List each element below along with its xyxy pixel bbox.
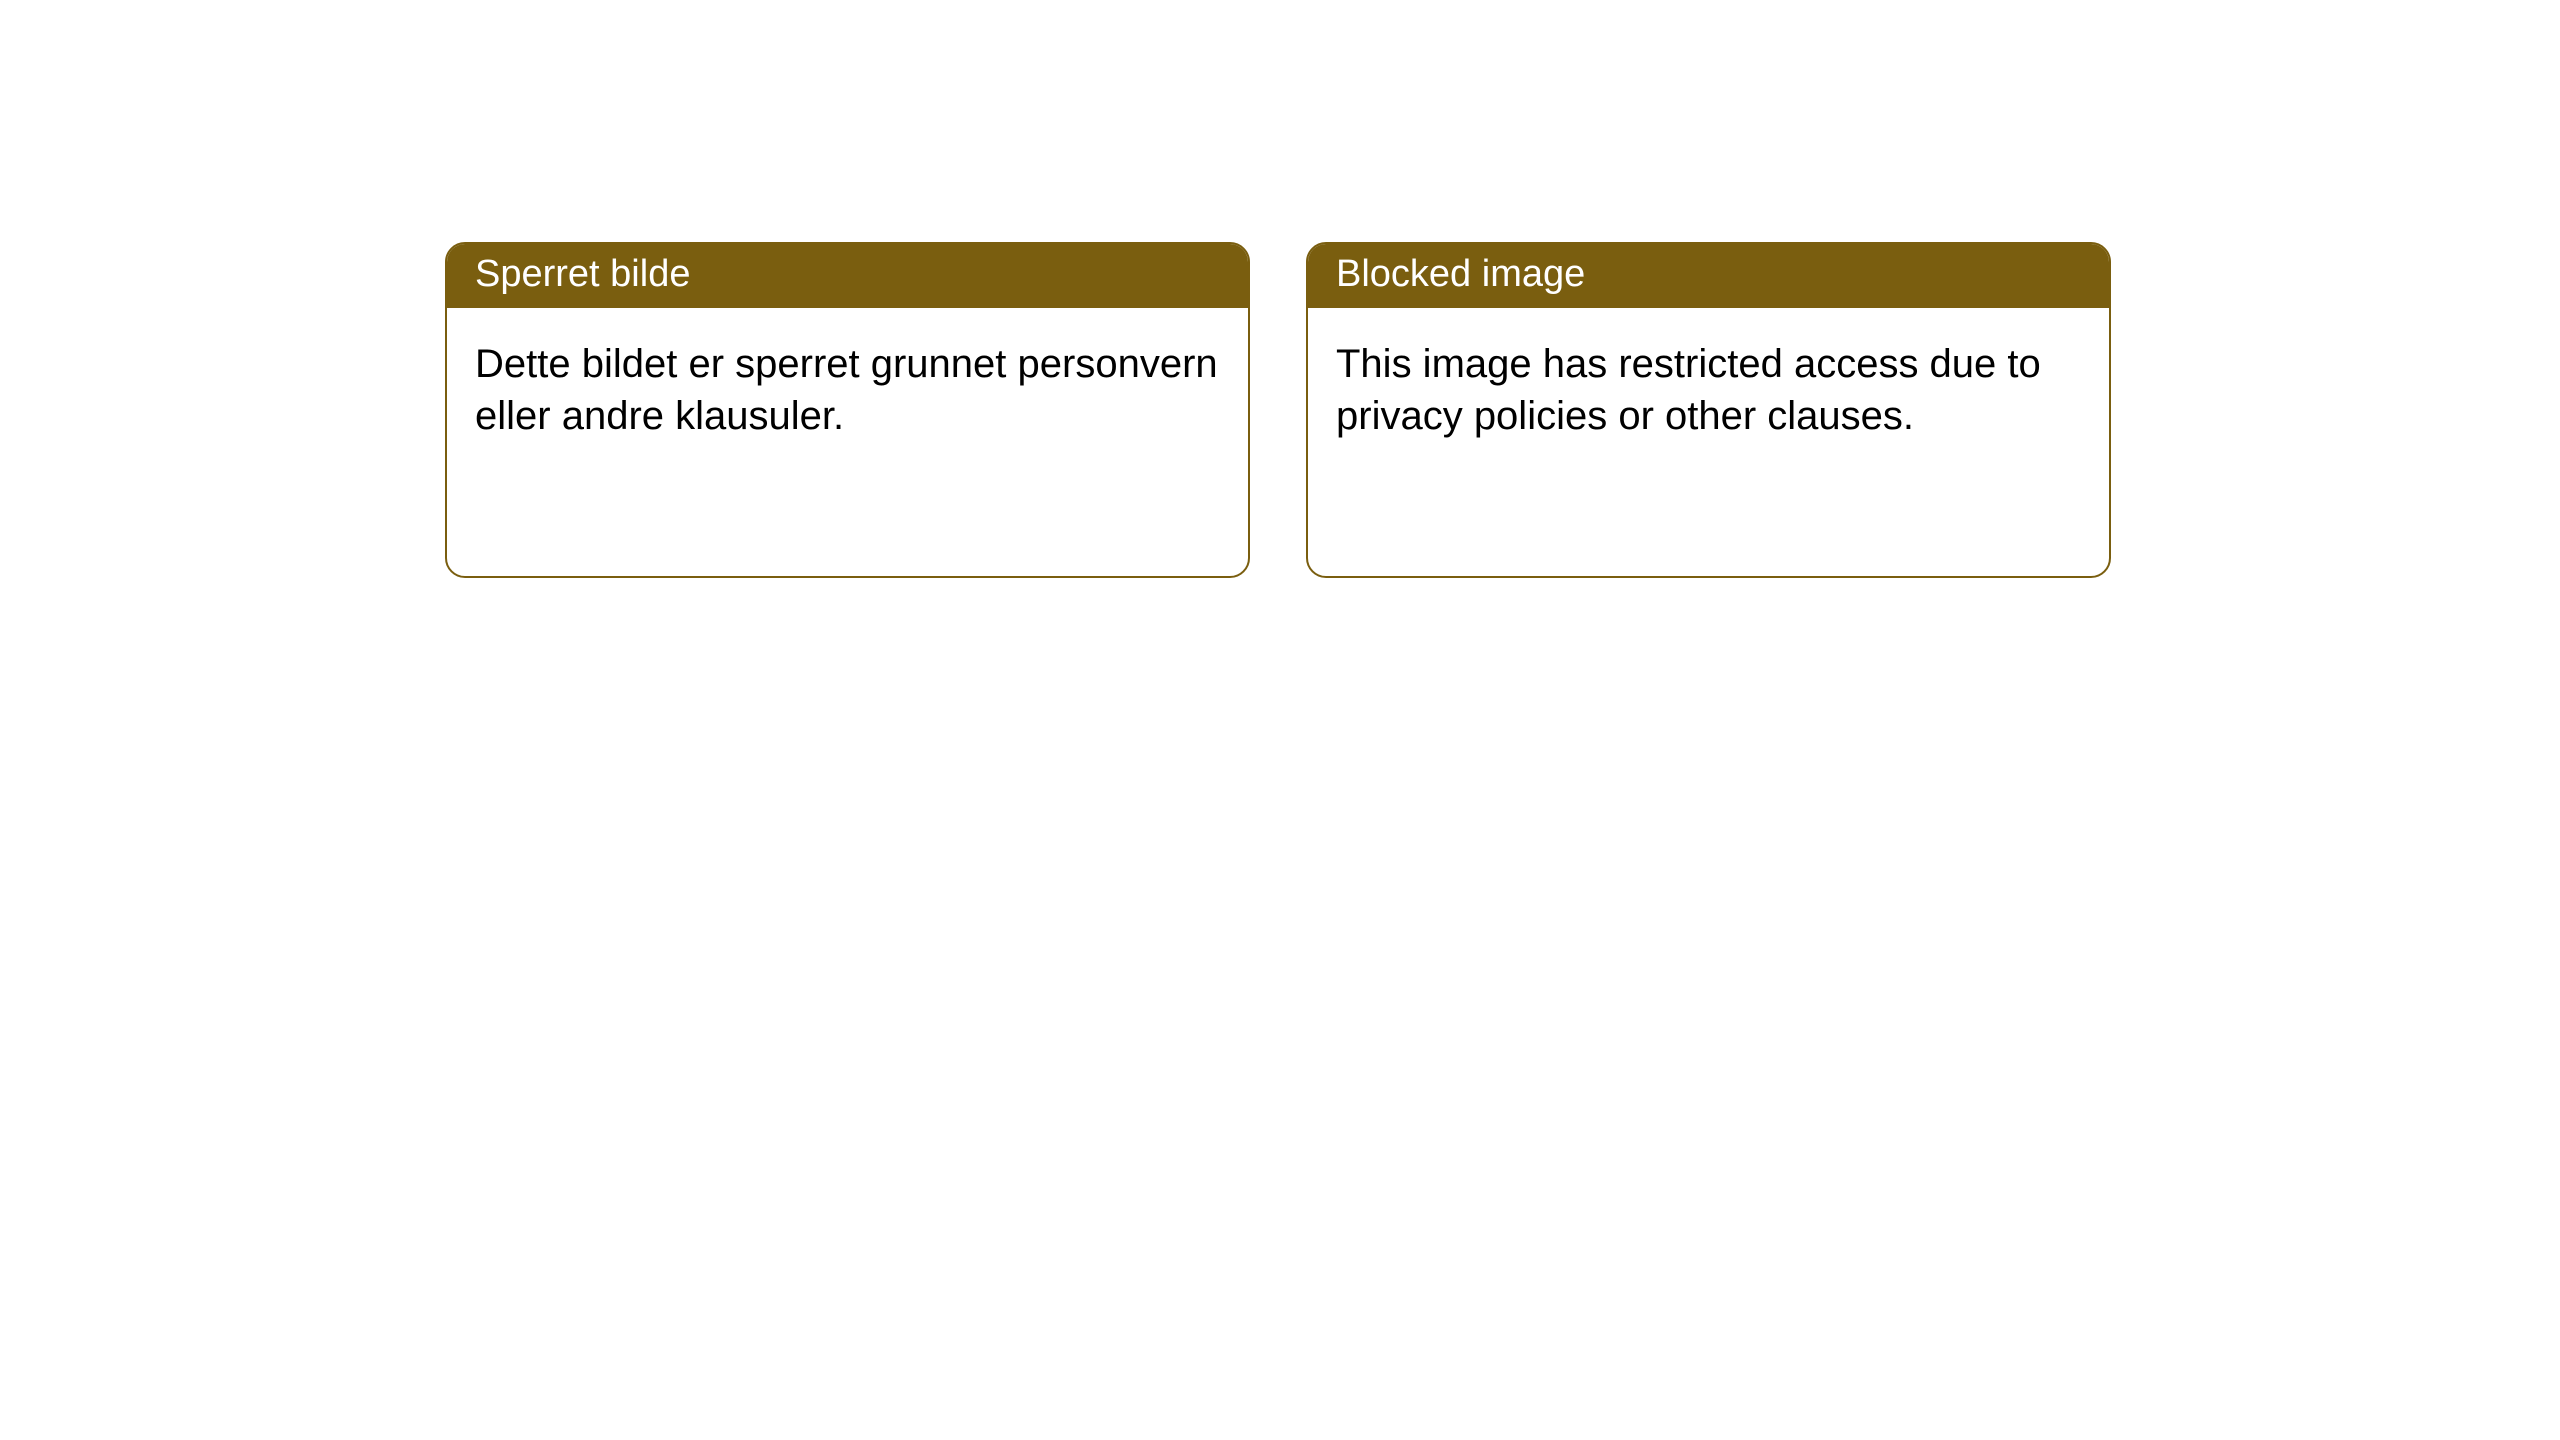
notice-body-text: Dette bildet er sperret grunnet personve… — [475, 342, 1218, 438]
notice-card-english: Blocked image This image has restricted … — [1306, 242, 2111, 578]
notice-body-text: This image has restricted access due to … — [1336, 342, 2041, 438]
notice-card-norwegian: Sperret bilde Dette bildet er sperret gr… — [445, 242, 1250, 578]
notice-header: Blocked image — [1308, 244, 2109, 308]
notice-title: Sperret bilde — [475, 253, 690, 295]
notice-header: Sperret bilde — [447, 244, 1248, 308]
notice-body: Dette bildet er sperret grunnet personve… — [447, 308, 1248, 472]
notice-container: Sperret bilde Dette bildet er sperret gr… — [0, 0, 2560, 578]
notice-body: This image has restricted access due to … — [1308, 308, 2109, 472]
notice-title: Blocked image — [1336, 253, 1585, 295]
